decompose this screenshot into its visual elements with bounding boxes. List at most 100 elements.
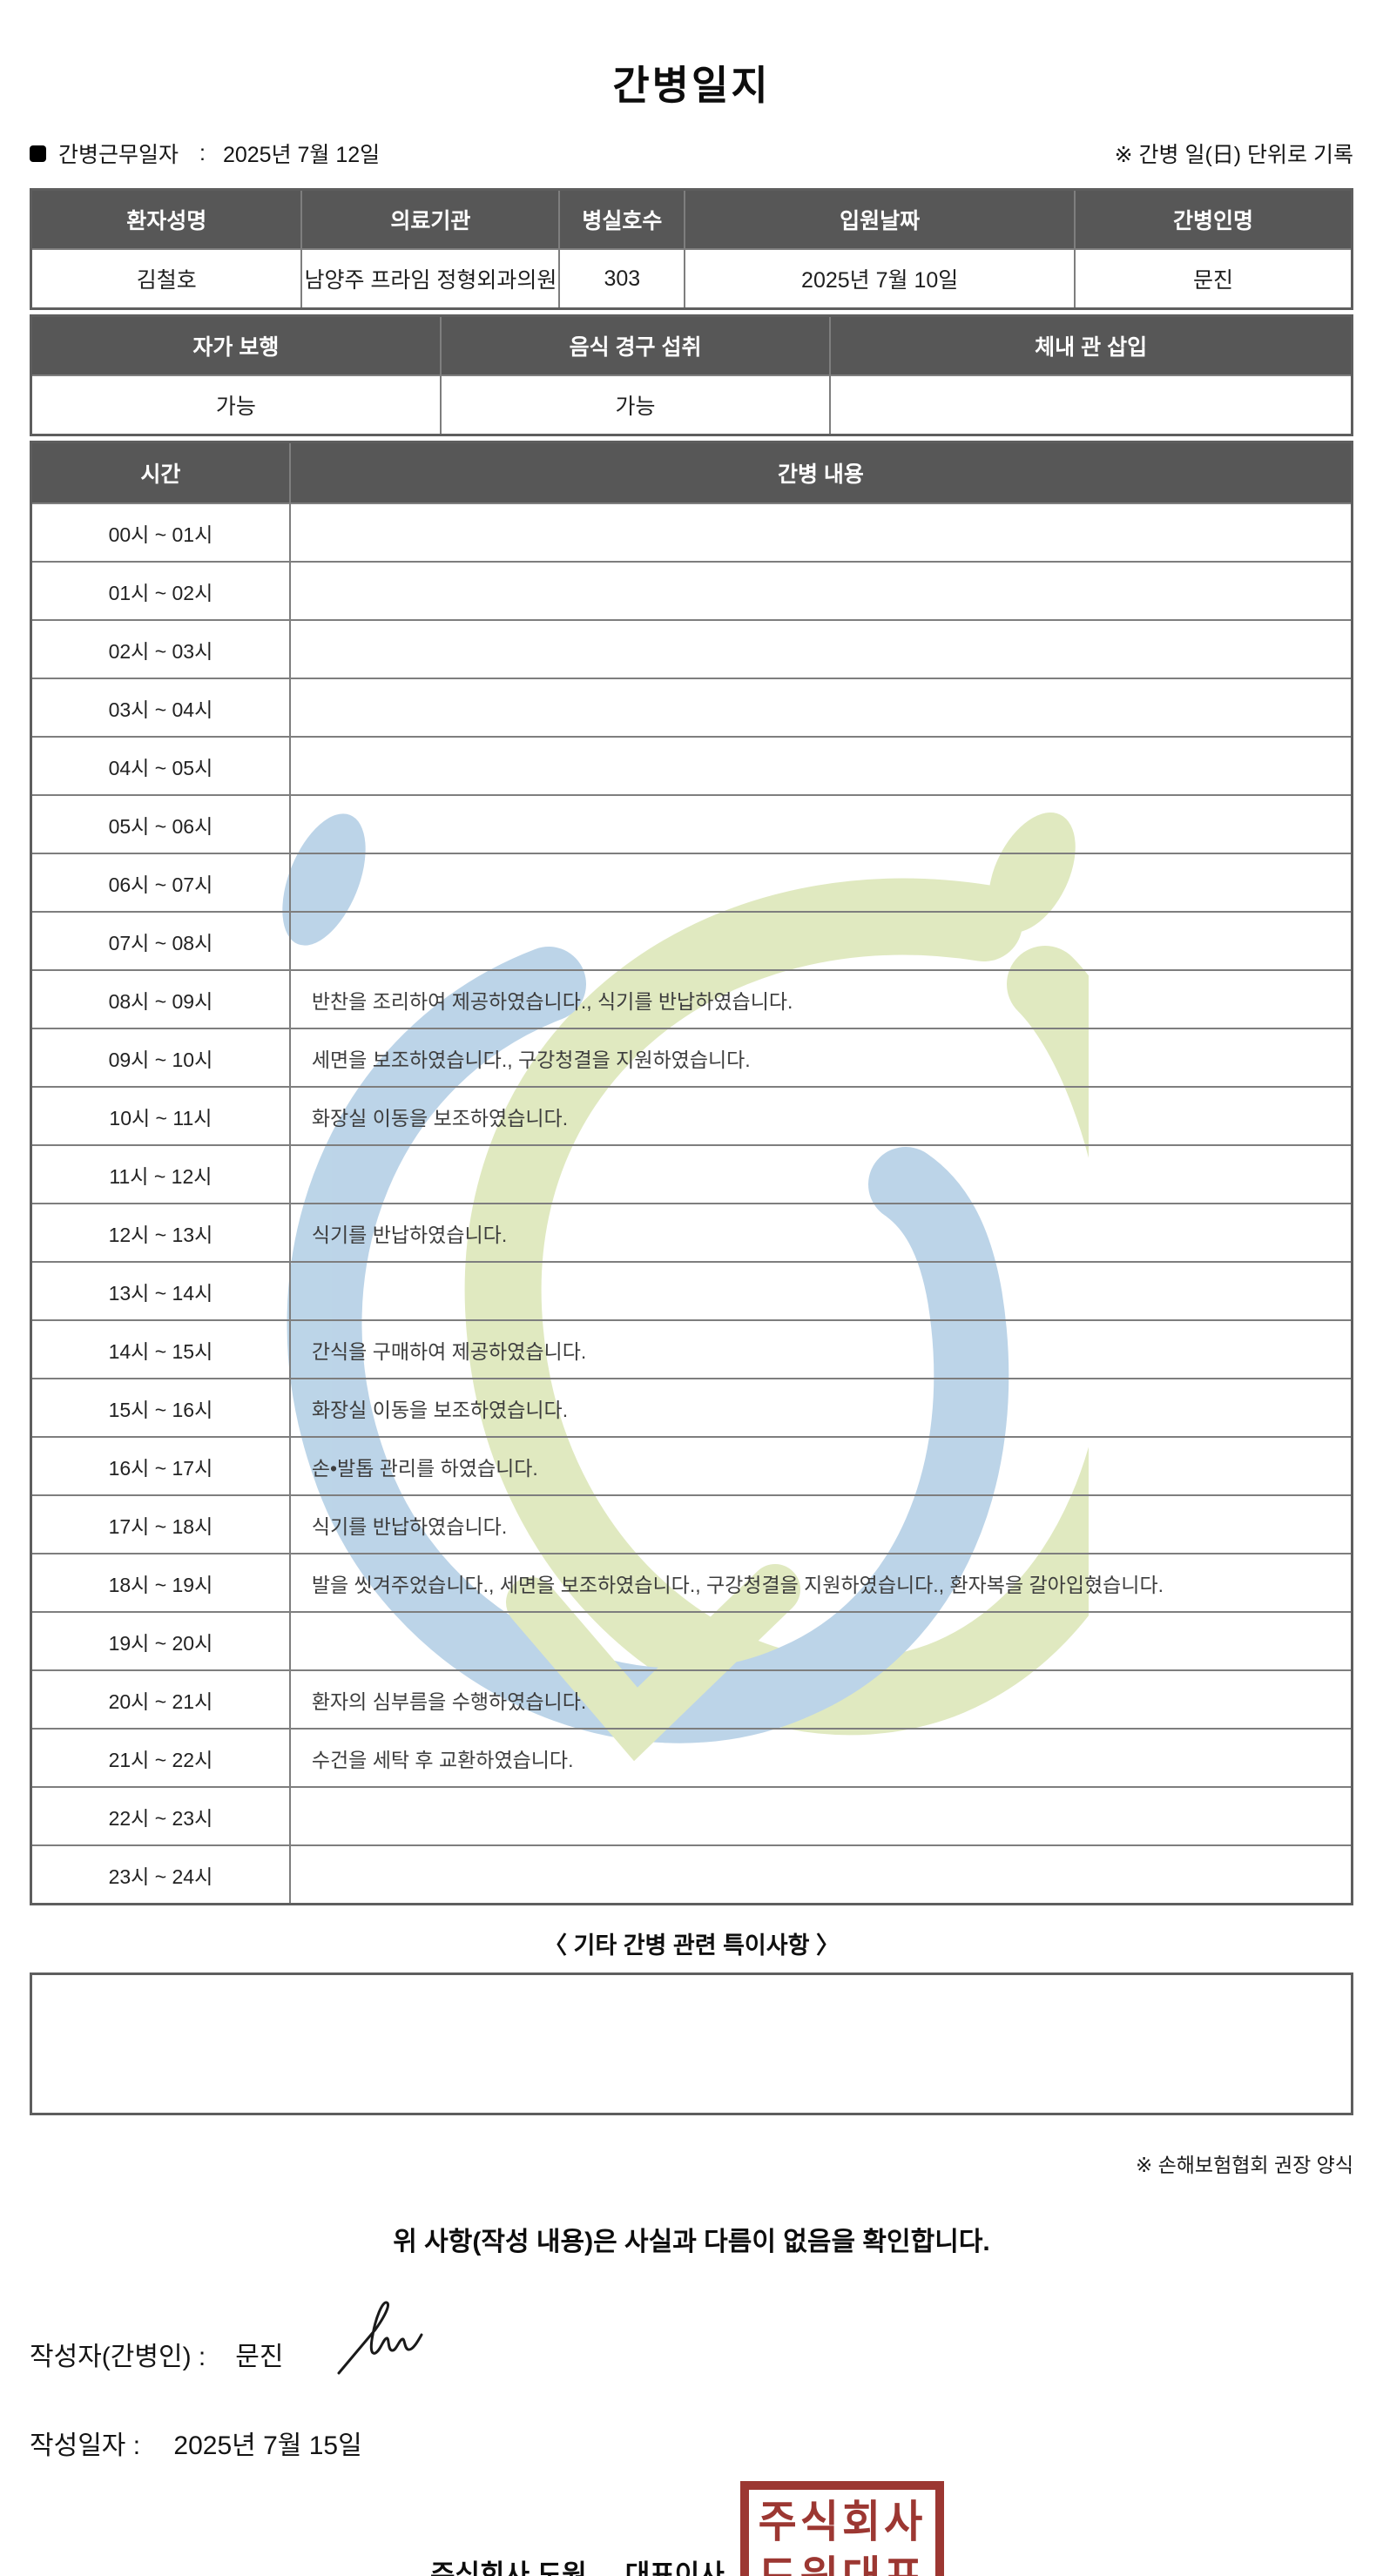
notes-heading: 〈 기타 간병 관련 특이사항 〉 (543, 1932, 840, 1959)
header-time: 시간 (30, 441, 291, 504)
status-header-row: 자가 보행 음식 경구 섭취 체내 관 삽입 (30, 314, 1353, 376)
hour-row: 07시 ~ 08시 (30, 911, 1353, 971)
hour-row: 21시 ~ 22시 수건을 세탁 후 교환하였습니다. (30, 1728, 1353, 1788)
hour-content (288, 911, 1353, 971)
hour-content: 간식을 구매하여 제공하였습니다. (288, 1319, 1353, 1379)
caregiver-name: 문진 (1073, 248, 1353, 310)
hourly-header-row: 시간 간병 내용 (30, 441, 1353, 504)
patient-info-table: 환자성명 의료기관 병실호수 입원날짜 간병인명 김철호 남양주 프라임 정형외… (30, 188, 1353, 310)
hour-content (288, 619, 1353, 679)
hour-content (288, 853, 1353, 913)
recommended-form-note: ※ 손해보험협회 권장 양식 (1135, 2154, 1353, 2176)
hour-content: 수건을 세탁 후 교환하였습니다. (288, 1728, 1353, 1788)
company-role: 대표이사 (624, 2559, 725, 2576)
hour-label: 20시 ~ 21시 (30, 1669, 291, 1730)
hour-row: 23시 ~ 24시 (30, 1844, 1353, 1905)
hour-content: 식기를 반납하였습니다. (288, 1494, 1353, 1554)
header-self-walking: 자가 보행 (30, 314, 442, 376)
hour-label: 07시 ~ 08시 (30, 911, 291, 971)
hour-content (288, 1144, 1353, 1204)
written-date-label: 작성일자 : (30, 2431, 141, 2460)
hour-row: 01시 ~ 02시 (30, 561, 1353, 621)
hour-content (288, 1786, 1353, 1846)
hour-label: 22시 ~ 23시 (30, 1786, 291, 1846)
hour-row: 11시 ~ 12시 (30, 1144, 1353, 1204)
hour-content: 화장실 이동을 보조하였습니다. (288, 1378, 1353, 1438)
hour-label: 21시 ~ 22시 (30, 1728, 291, 1788)
hour-label: 19시 ~ 20시 (30, 1611, 291, 1671)
hour-content: 손•발톱 관리를 하였습니다. (288, 1436, 1353, 1496)
hour-row: 05시 ~ 06시 (30, 794, 1353, 854)
confirmation-statement: 위 사항(작성 내용)은 사실과 다름이 없음을 확인합니다. (393, 2228, 990, 2256)
status-value-row: 가능 가능 (30, 374, 1353, 436)
written-date-value: 2025년 7월 15일 (173, 2431, 362, 2460)
writer-name: 문진 (235, 2343, 284, 2371)
patient-status-table: 자가 보행 음식 경구 섭취 체내 관 삽입 가능 가능 (30, 314, 1353, 436)
writer-row: 작성자(간병인) : 문진 (30, 2301, 1353, 2394)
daily-record-note: ※ 간병 일(日) 단위로 기록 (1114, 143, 1353, 167)
hour-label: 15시 ~ 16시 (30, 1378, 291, 1438)
hour-row: 16시 ~ 17시 손•발톱 관리를 하였습니다. (30, 1436, 1353, 1496)
internal-tube-value (829, 374, 1353, 436)
hour-row: 03시 ~ 04시 (30, 678, 1353, 738)
header-oral-intake: 음식 경구 섭취 (439, 314, 832, 376)
hour-label: 17시 ~ 18시 (30, 1494, 291, 1554)
hour-content (288, 1611, 1353, 1671)
oral-intake-value: 가능 (439, 374, 832, 436)
hourly-care-table: 시간 간병 내용 00시 ~ 01시 01시 ~ 02시 02시 ~ 03시 03시 … (30, 441, 1353, 1905)
hour-row: 10시 ~ 11시 화장실 이동을 보조하였습니다. (30, 1086, 1353, 1146)
hour-content: 반찬을 조리하여 제공하였습니다., 식기를 반납하였습니다. (288, 969, 1353, 1029)
hour-content (288, 1261, 1353, 1321)
patient-info-value-row: 김철호 남양주 프라임 정형외과의원 303 2025년 7월 10일 문진 (30, 248, 1353, 310)
hour-row: 04시 ~ 05시 (30, 736, 1353, 796)
hour-label: 11시 ~ 12시 (30, 1144, 291, 1204)
hour-row: 15시 ~ 16시 화장실 이동을 보조하였습니다. (30, 1378, 1353, 1438)
company-line: 주식회사 도원 대표이사 (430, 2552, 725, 2576)
notes-box (30, 1972, 1353, 2115)
patient-name: 김철호 (30, 248, 303, 310)
hour-row: 00시 ~ 01시 (30, 502, 1353, 563)
hour-label: 14시 ~ 15시 (30, 1319, 291, 1379)
stamp-line-1: 주식회사 (758, 2498, 927, 2547)
hour-label: 10시 ~ 11시 (30, 1086, 291, 1146)
hour-label: 23시 ~ 24시 (30, 1844, 291, 1905)
hour-label: 06시 ~ 07시 (30, 853, 291, 913)
header-medical-institution: 의료기관 (300, 188, 561, 250)
written-date-row: 작성일자 : 2025년 7월 15일 (30, 2424, 1353, 2462)
hour-content: 환자의 심부름을 수행하였습니다. (288, 1669, 1353, 1730)
hour-content (288, 794, 1353, 854)
company-name: 주식회사 도원 (430, 2559, 587, 2576)
hour-row: 08시 ~ 09시 반찬을 조리하여 제공하였습니다., 식기를 반납하였습니다. (30, 969, 1353, 1029)
hour-row: 06시 ~ 07시 (30, 853, 1353, 913)
header-internal-tube: 체내 관 삽입 (829, 314, 1353, 376)
hour-label: 12시 ~ 13시 (30, 1203, 291, 1263)
hour-row: 13시 ~ 14시 (30, 1261, 1353, 1321)
hour-row: 19시 ~ 20시 (30, 1611, 1353, 1671)
hour-label: 16시 ~ 17시 (30, 1436, 291, 1496)
square-bullet-icon (30, 145, 46, 162)
hour-label: 18시 ~ 19시 (30, 1553, 291, 1613)
meta-row: 간병근무일자 : 2025년 7월 12일 ※ 간병 일(日) 단위로 기록 (30, 138, 1353, 169)
hour-label: 13시 ~ 14시 (30, 1261, 291, 1321)
writer-label: 작성자(간병인) : (30, 2343, 206, 2371)
colon: : (199, 140, 206, 165)
hour-content (288, 678, 1353, 738)
hour-label: 02시 ~ 03시 (30, 619, 291, 679)
hour-content: 식기를 반납하였습니다. (288, 1203, 1353, 1263)
page-title: 간병일지 (612, 63, 771, 108)
header-patient-name: 환자성명 (30, 188, 303, 250)
header-room-number: 병실호수 (558, 188, 686, 250)
hour-row: 14시 ~ 15시 간식을 구매하여 제공하였습니다. (30, 1319, 1353, 1379)
hour-row: 18시 ~ 19시 발을 씻겨주었습니다., 세면을 보조하였습니다., 구강청결… (30, 1553, 1353, 1613)
hour-content (288, 1844, 1353, 1905)
hour-row: 20시 ~ 21시 환자의 심부름을 수행하였습니다. (30, 1669, 1353, 1730)
hour-content: 발을 씻겨주었습니다., 세면을 보조하였습니다., 구강청결을 지원하였습니다… (288, 1553, 1353, 1613)
hour-row: 02시 ~ 03시 (30, 619, 1353, 679)
hour-label: 01시 ~ 02시 (30, 561, 291, 621)
hour-row: 12시 ~ 13시 식기를 반납하였습니다. (30, 1203, 1353, 1263)
header-care-content: 간병 내용 (288, 441, 1353, 504)
hour-label: 09시 ~ 10시 (30, 1028, 291, 1088)
hour-content (288, 736, 1353, 796)
